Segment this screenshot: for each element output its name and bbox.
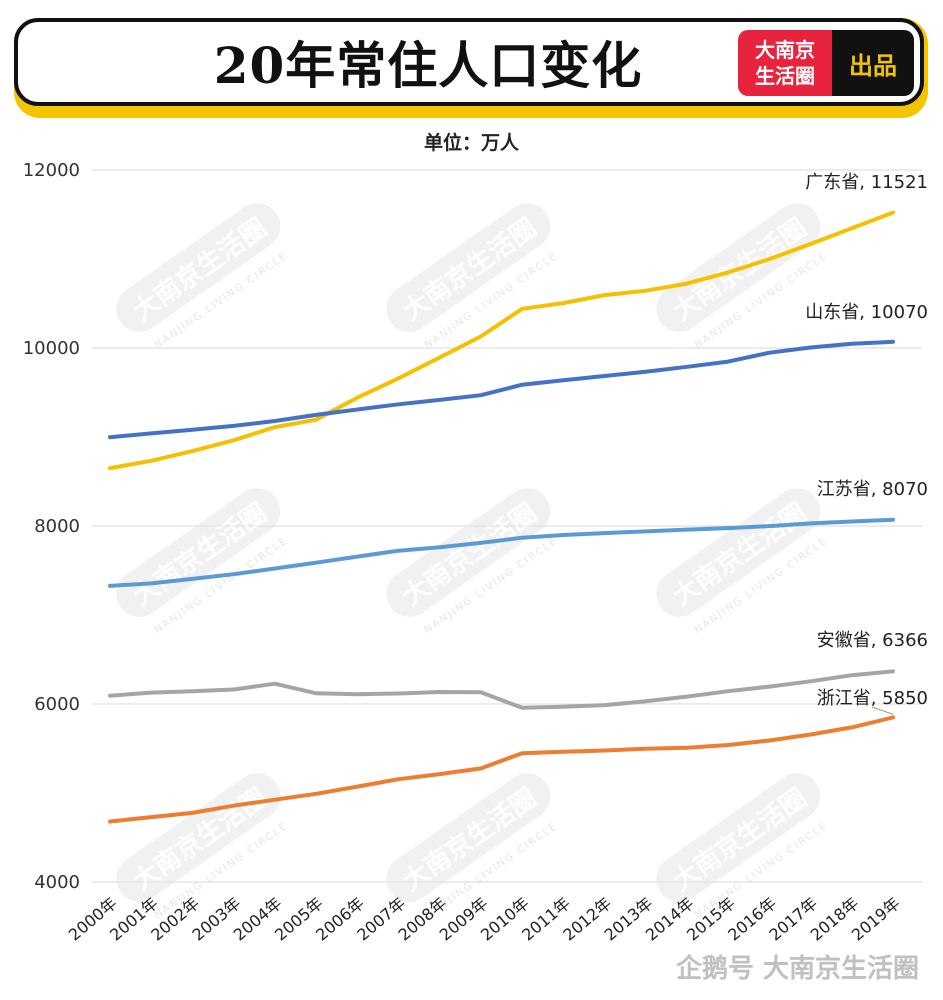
watermark-pill	[116, 203, 281, 332]
footer-watermark: 企鹅号 大南京生活圈	[675, 954, 919, 984]
series-line	[108, 210, 895, 471]
series-line	[108, 339, 895, 440]
y-axis-ticks: 4000 6000 8000 10000 12000	[23, 160, 80, 893]
y-tick-label: 10000	[23, 338, 80, 359]
unit-label: 单位：万人	[423, 132, 519, 154]
series-end-label: 安徽省, 6366	[817, 630, 928, 651]
y-tick-label: 8000	[34, 516, 80, 537]
chart-title: 20年常住人口变化	[213, 36, 643, 95]
y-tick-label: 12000	[23, 160, 80, 181]
watermark-pill	[656, 488, 821, 617]
series-lines	[108, 210, 895, 824]
brand-name: 大南京 生活圈	[738, 30, 832, 96]
label-leader-line	[871, 706, 894, 715]
watermark-pill	[656, 773, 821, 902]
series-end-labels: 广东省, 11521 山东省, 10070 江苏省, 8070 安徽省, 6366 浙江…	[805, 172, 928, 715]
series-end-label: 浙江省, 5850	[817, 688, 928, 709]
watermark-pill	[386, 203, 551, 332]
watermark-pill	[386, 773, 551, 902]
series-end-label: 山东省, 10070	[805, 302, 928, 323]
series-line	[108, 669, 895, 710]
series-end-label: 江苏省, 8070	[817, 479, 928, 500]
watermark-pill	[386, 488, 551, 617]
brand-badge: 大南京 生活圈 出品	[738, 30, 914, 96]
y-tick-label: 6000	[34, 694, 80, 715]
brand-line-1: 大南京	[755, 38, 815, 62]
brand-line-2: 生活圈	[755, 64, 815, 88]
series-end-label: 广东省, 11521	[805, 172, 928, 193]
series-line	[108, 517, 895, 588]
series-line	[108, 715, 895, 824]
brand-tag: 出品	[832, 30, 914, 96]
x-axis-ticks: 2000年2001年2002年2003年2004年2005年2006年2007年…	[65, 894, 904, 945]
y-tick-label: 4000	[34, 872, 80, 893]
